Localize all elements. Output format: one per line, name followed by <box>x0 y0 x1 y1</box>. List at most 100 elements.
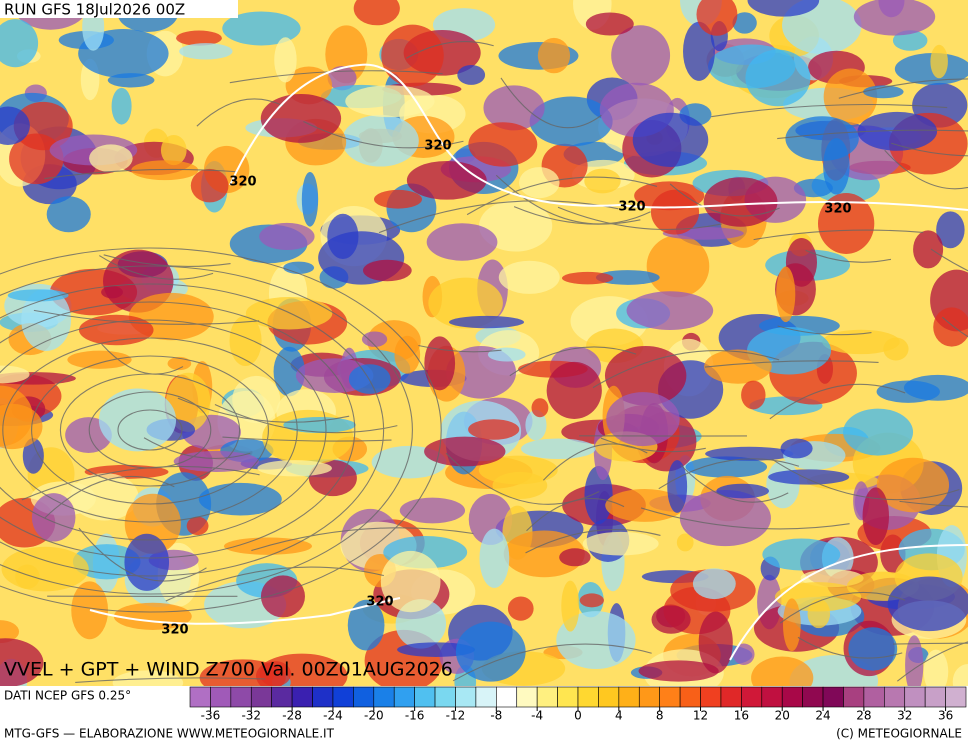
field-blob <box>704 177 778 226</box>
colorbar-swatch <box>374 687 394 707</box>
colorbar-swatch <box>864 687 884 707</box>
field-blob <box>521 439 596 459</box>
field-blob <box>47 196 91 232</box>
field-blob <box>559 548 590 566</box>
field-blob <box>424 336 455 390</box>
field-blob <box>888 576 968 631</box>
field-blob <box>808 599 831 628</box>
field-blob <box>733 644 755 665</box>
field-blob <box>232 376 280 423</box>
field-blob <box>647 235 710 297</box>
field-blob <box>427 223 498 260</box>
field-blob <box>468 122 537 166</box>
colorbar-swatch <box>476 687 496 707</box>
field-blob <box>259 223 314 250</box>
colorbar-swatch <box>292 687 312 707</box>
colorbar-swatch <box>598 687 618 707</box>
field-blob <box>584 169 620 194</box>
contour-label: 320 <box>824 202 851 217</box>
field-blob <box>508 596 534 620</box>
colorbar-swatch <box>660 687 680 707</box>
contour-label: 320 <box>618 200 645 215</box>
colorbar-tick-label: 4 <box>615 709 623 723</box>
field-blob <box>468 419 519 440</box>
colorbar-swatch <box>455 687 475 707</box>
colorbar-tick-label: -12 <box>446 709 466 723</box>
colorbar-swatch <box>558 687 578 707</box>
field-blob <box>708 45 795 89</box>
colorbar-swatch <box>272 687 292 707</box>
colorbar-swatch <box>333 687 353 707</box>
field-blob <box>302 172 318 227</box>
field-blob <box>488 348 526 362</box>
colorbar-swatch <box>210 687 230 707</box>
field-blob <box>652 605 691 633</box>
field-blob <box>112 88 132 125</box>
field-blob <box>345 85 434 117</box>
field-blob <box>848 627 897 670</box>
field-blob <box>32 493 76 541</box>
colorbar-swatch <box>251 687 271 707</box>
data-source: DATI NCEP GFS 0.25° <box>4 689 131 703</box>
colorbar-swatch <box>619 687 639 707</box>
field-blob <box>633 113 709 167</box>
colorbar-swatch <box>435 687 455 707</box>
colorbar-swatch <box>701 687 721 707</box>
field-blob <box>583 532 659 556</box>
field-blob <box>191 169 229 203</box>
colorbar-swatch <box>843 687 863 707</box>
colorbar-swatch <box>823 687 843 707</box>
field-blob <box>257 460 331 476</box>
field-blob <box>499 261 560 294</box>
colorbar-tick-label: -32 <box>241 709 261 723</box>
colorbar-swatch <box>496 687 516 707</box>
colorbar-tick-label: 16 <box>734 709 749 723</box>
colorbar-swatch <box>946 687 966 707</box>
field-blob <box>680 490 771 546</box>
field-blob <box>283 417 355 433</box>
colorbar-swatch <box>803 687 823 707</box>
colorbar-swatch <box>721 687 741 707</box>
colorbar-swatch <box>762 687 782 707</box>
field-blob <box>124 534 169 591</box>
field-blob <box>493 472 548 499</box>
contour-label: 320 <box>424 139 451 154</box>
colorbar-swatch <box>905 687 925 707</box>
colorbar-tick-label: -8 <box>490 709 502 723</box>
field-blob <box>766 460 799 508</box>
field-blob <box>89 144 133 172</box>
field-blob <box>67 351 131 369</box>
field-blob <box>606 392 679 446</box>
contour-label: 320 <box>366 595 393 610</box>
field-blob <box>407 161 487 200</box>
colorbar-tick-label: 32 <box>897 709 912 723</box>
field-blob <box>538 38 570 73</box>
field-blob <box>349 364 391 394</box>
footer-right: (C) METEOGIORNALE <box>836 727 962 741</box>
colorbar-tick-label: -36 <box>201 709 221 723</box>
field-blob <box>479 529 509 588</box>
field-blob <box>930 45 948 78</box>
field-blob <box>457 65 485 85</box>
colorbar-tick-label: 12 <box>693 709 708 723</box>
field-blob <box>783 598 801 651</box>
colorbar-swatch <box>639 687 659 707</box>
field-blob <box>843 409 913 456</box>
colorbar-swatch <box>231 687 251 707</box>
field-blob <box>863 487 889 545</box>
field-blob <box>400 498 465 524</box>
colorbar-swatch <box>741 687 761 707</box>
colorbar-swatch <box>353 687 373 707</box>
field-blob <box>283 262 314 274</box>
field-blob <box>519 167 560 198</box>
field-blob <box>394 336 420 374</box>
field-blob <box>913 230 943 268</box>
colorbar-tick-label: -24 <box>323 709 343 723</box>
contour-label: 320 <box>229 175 256 190</box>
field-blob <box>639 660 719 681</box>
colorbar-tick-label: -20 <box>364 709 384 723</box>
field-blob <box>187 517 209 535</box>
run-title: RUN GFS 18Jul2026 00Z <box>4 1 185 19</box>
colorbar-tick-label: 0 <box>574 709 582 723</box>
